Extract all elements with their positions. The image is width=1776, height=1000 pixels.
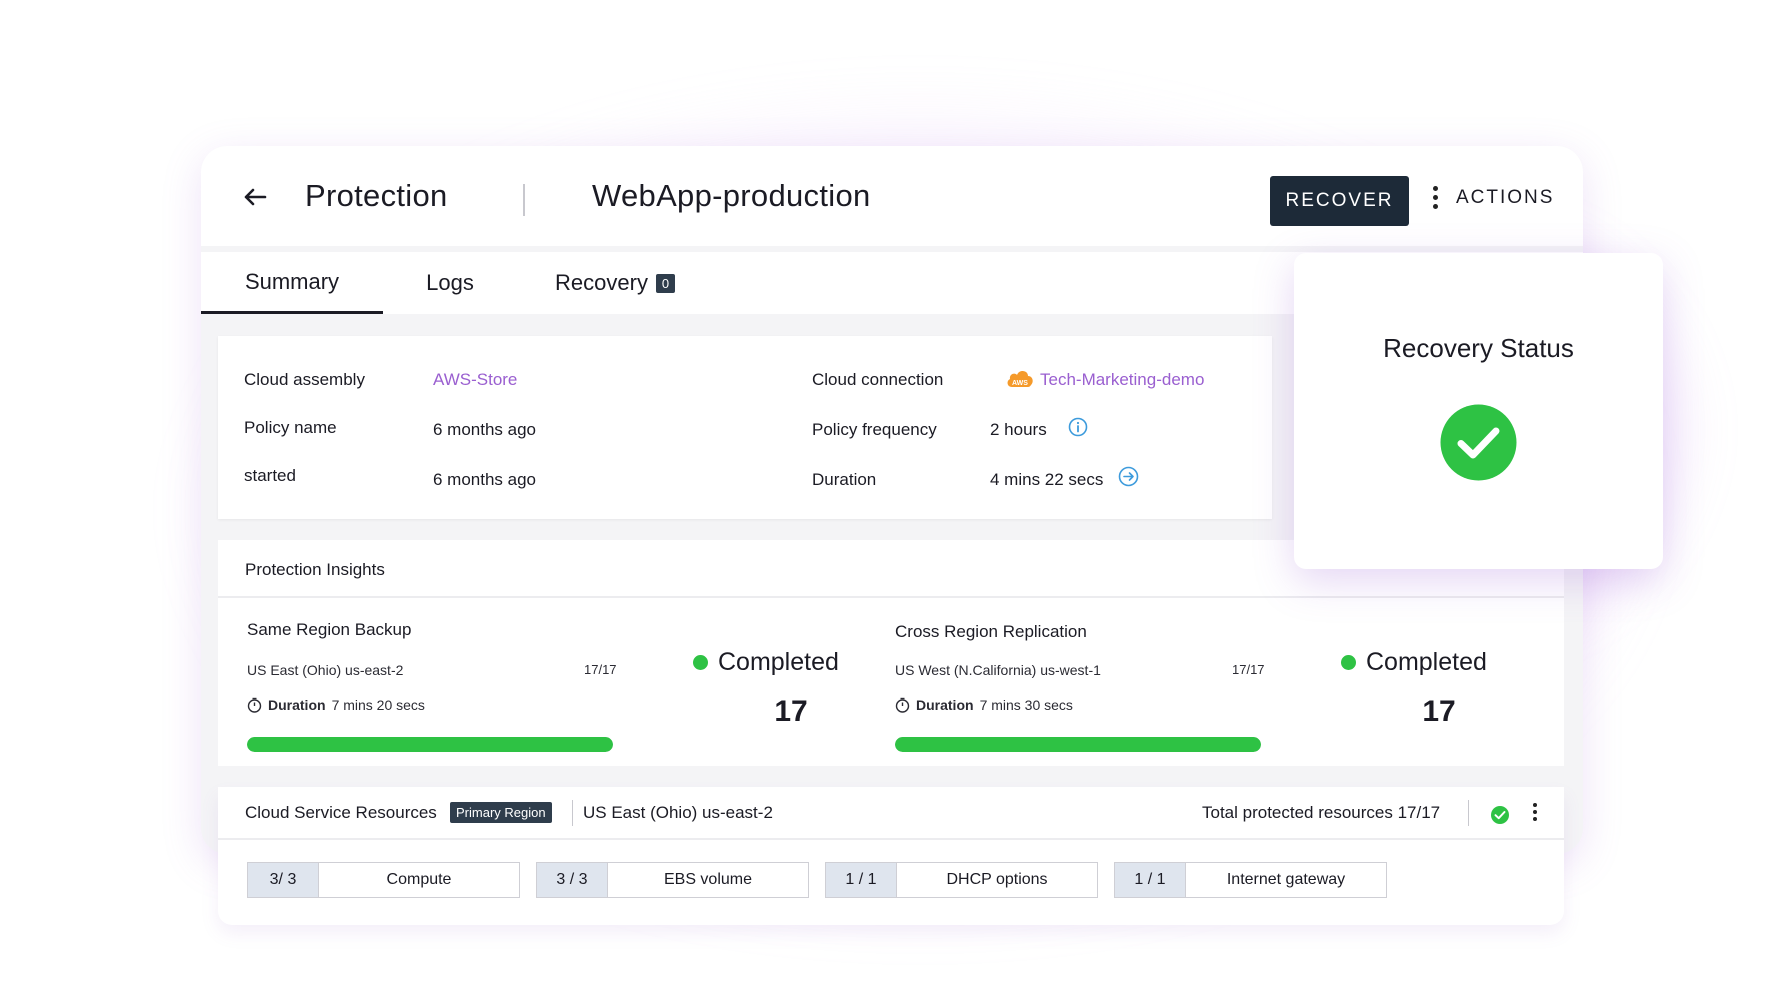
same-region-duration-value: 7 mins 20 secs bbox=[331, 697, 425, 713]
resource-title: WebApp-production bbox=[592, 178, 871, 213]
resource-name: DHCP options bbox=[946, 871, 1048, 888]
cloud-assembly-label: Cloud assembly bbox=[244, 370, 365, 389]
cross-region-progress-bar bbox=[895, 737, 1261, 752]
stopwatch-icon bbox=[247, 697, 262, 713]
protection-insights-card: Protection Insights Same Region Backup U… bbox=[218, 540, 1564, 766]
resource-count: 3 / 3 bbox=[537, 863, 608, 897]
resource-chip-internet-gateway[interactable]: 1 / 1 Internet gateway bbox=[1114, 862, 1387, 898]
status-dot-icon bbox=[693, 655, 708, 670]
resource-name: Internet gateway bbox=[1226, 871, 1346, 888]
insights-header: Protection Insights bbox=[218, 540, 1564, 598]
duration-label: Duration bbox=[812, 470, 877, 489]
success-check-icon bbox=[1440, 404, 1517, 481]
cross-region-status: Completed bbox=[1341, 648, 1487, 677]
resource-name: EBS volume bbox=[663, 871, 753, 888]
kebab-menu-icon bbox=[1433, 186, 1438, 209]
header-divider bbox=[523, 184, 525, 216]
total-protected-resources: Total protected resources 17/17 bbox=[1202, 803, 1441, 822]
resources-header-divider bbox=[218, 838, 1564, 840]
cross-region-ratio: 17/17 bbox=[1232, 662, 1265, 677]
resource-chip-dhcp-options[interactable]: 1 / 1 DHCP options bbox=[825, 862, 1098, 898]
resources-title: Cloud Service Resources bbox=[245, 803, 437, 822]
cloud-connection-label: Cloud connection bbox=[812, 370, 944, 389]
policy-frequency-value: 2 hours bbox=[990, 420, 1047, 439]
stopwatch-icon bbox=[895, 697, 910, 713]
resources-divider-right bbox=[1468, 800, 1469, 826]
resources-region: US East (Ohio) us-east-2 bbox=[583, 803, 773, 822]
cross-region-duration-value: 7 mins 30 secs bbox=[979, 697, 1073, 713]
cross-region-count: 17 bbox=[1422, 695, 1456, 728]
cross-region-progress-fill bbox=[895, 737, 1261, 752]
resource-count: 1 / 1 bbox=[1115, 863, 1186, 897]
arrow-right-circle-icon[interactable] bbox=[1118, 466, 1139, 487]
info-icon[interactable] bbox=[1068, 417, 1088, 437]
cross-region-duration: Duration 7 mins 30 secs bbox=[895, 697, 1073, 713]
policy-name-label: Policy name bbox=[244, 418, 337, 437]
same-region-status-label: Completed bbox=[718, 648, 839, 676]
same-region-duration-label: Duration bbox=[268, 697, 326, 713]
svg-text:AWS: AWS bbox=[1012, 380, 1028, 387]
resource-chip-ebs-volume[interactable]: 3 / 3 EBS volume bbox=[536, 862, 809, 898]
tab-summary[interactable]: Summary bbox=[201, 252, 383, 314]
tab-recovery[interactable]: Recovery 0 bbox=[545, 252, 685, 314]
same-region-progress-bar bbox=[247, 737, 613, 752]
cloud-assembly-link[interactable]: AWS-Store bbox=[433, 370, 518, 389]
policy-frequency-label: Policy frequency bbox=[812, 420, 937, 439]
cross-region-title: Cross Region Replication bbox=[895, 622, 1087, 641]
policy-name-value: 6 months ago bbox=[433, 420, 537, 439]
same-region-status: Completed bbox=[693, 648, 839, 677]
recover-button[interactable]: RECOVER bbox=[1270, 176, 1409, 226]
resource-count: 1 / 1 bbox=[826, 863, 897, 897]
cross-region-duration-label: Duration bbox=[916, 697, 974, 713]
duration-value: 4 mins 22 secs bbox=[990, 470, 1104, 489]
recovery-count-badge: 0 bbox=[655, 273, 675, 293]
started-value: 6 months ago bbox=[433, 470, 537, 489]
tab-summary-label: Summary bbox=[244, 268, 340, 294]
summary-details-card: Cloud assembly AWS-Store Policy name 6 m… bbox=[218, 336, 1272, 519]
resources-divider bbox=[572, 800, 573, 826]
tab-logs-label: Logs bbox=[426, 270, 474, 295]
actions-menu-button[interactable]: ACTIONS bbox=[1433, 186, 1554, 209]
started-label: started bbox=[244, 466, 296, 485]
same-region-duration: Duration 7 mins 20 secs bbox=[247, 697, 425, 713]
resources-more-icon[interactable] bbox=[1533, 803, 1537, 821]
resources-header bbox=[218, 787, 1564, 839]
resource-chip-compute[interactable]: 3/ 3 Compute bbox=[247, 862, 520, 898]
page-header: Protection WebApp-production RECOVER ACT… bbox=[201, 146, 1583, 246]
aws-cloud-icon: AWS bbox=[1007, 370, 1033, 387]
same-region-count: 17 bbox=[774, 695, 808, 728]
recovery-status-title: Recovery Status bbox=[1383, 333, 1574, 363]
same-region-progress-fill bbox=[247, 737, 613, 752]
resource-name: Compute bbox=[386, 871, 452, 888]
same-region-location: US East (Ohio) us-east-2 bbox=[247, 662, 404, 678]
tab-logs[interactable]: Logs bbox=[420, 252, 480, 314]
page-title: Protection bbox=[305, 178, 448, 213]
actions-label: ACTIONS bbox=[1456, 186, 1555, 208]
resource-count: 3/ 3 bbox=[248, 863, 319, 897]
primary-region-tag: Primary Region bbox=[450, 802, 552, 823]
cross-region-location: US West (N.California) us-west-1 bbox=[895, 662, 1101, 678]
cloud-connection-link[interactable]: Tech-Marketing-demo bbox=[1040, 370, 1205, 389]
tab-recovery-label: Recovery bbox=[555, 270, 648, 295]
status-dot-icon bbox=[1341, 655, 1356, 670]
same-region-ratio: 17/17 bbox=[584, 662, 617, 677]
recovery-status-card: Recovery Status bbox=[1294, 253, 1663, 569]
insights-title: Protection Insights bbox=[245, 560, 385, 579]
same-region-title: Same Region Backup bbox=[247, 620, 412, 639]
cross-region-status-label: Completed bbox=[1366, 648, 1487, 676]
check-circle-icon bbox=[1491, 806, 1509, 824]
back-arrow-icon[interactable] bbox=[243, 188, 267, 206]
